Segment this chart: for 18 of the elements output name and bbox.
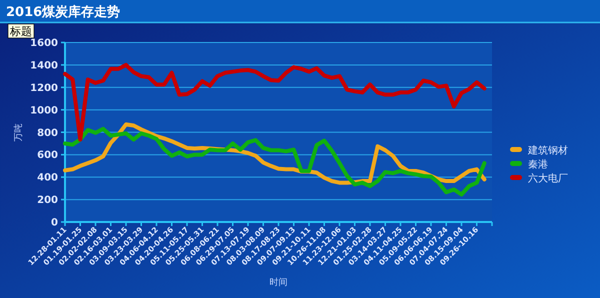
- y-tick-label: 200: [37, 195, 58, 206]
- y-tick-label: 0: [51, 218, 58, 228]
- y-tick-label: 800: [37, 128, 58, 139]
- y-axis-title: 万吨: [13, 123, 24, 142]
- y-tick-label: 1000: [30, 105, 58, 116]
- line-series: [63, 126, 486, 197]
- y-tick-label: 1600: [30, 38, 58, 49]
- legend-label: 六大电厂: [528, 172, 568, 184]
- chart-subtitle: 标题: [9, 25, 32, 38]
- legend-label: 秦港: [528, 158, 548, 170]
- legend-label: 建筑钢材: [527, 144, 568, 156]
- line-series: [63, 62, 486, 142]
- x-axis-title: 时间: [270, 277, 288, 288]
- y-tick-label: 1400: [30, 60, 58, 72]
- y-tick-label: 400: [37, 172, 58, 184]
- y-tick-label: 1200: [30, 82, 58, 94]
- chart-title: 2016煤炭库存走势: [6, 4, 120, 20]
- y-tick-label: 600: [37, 150, 58, 162]
